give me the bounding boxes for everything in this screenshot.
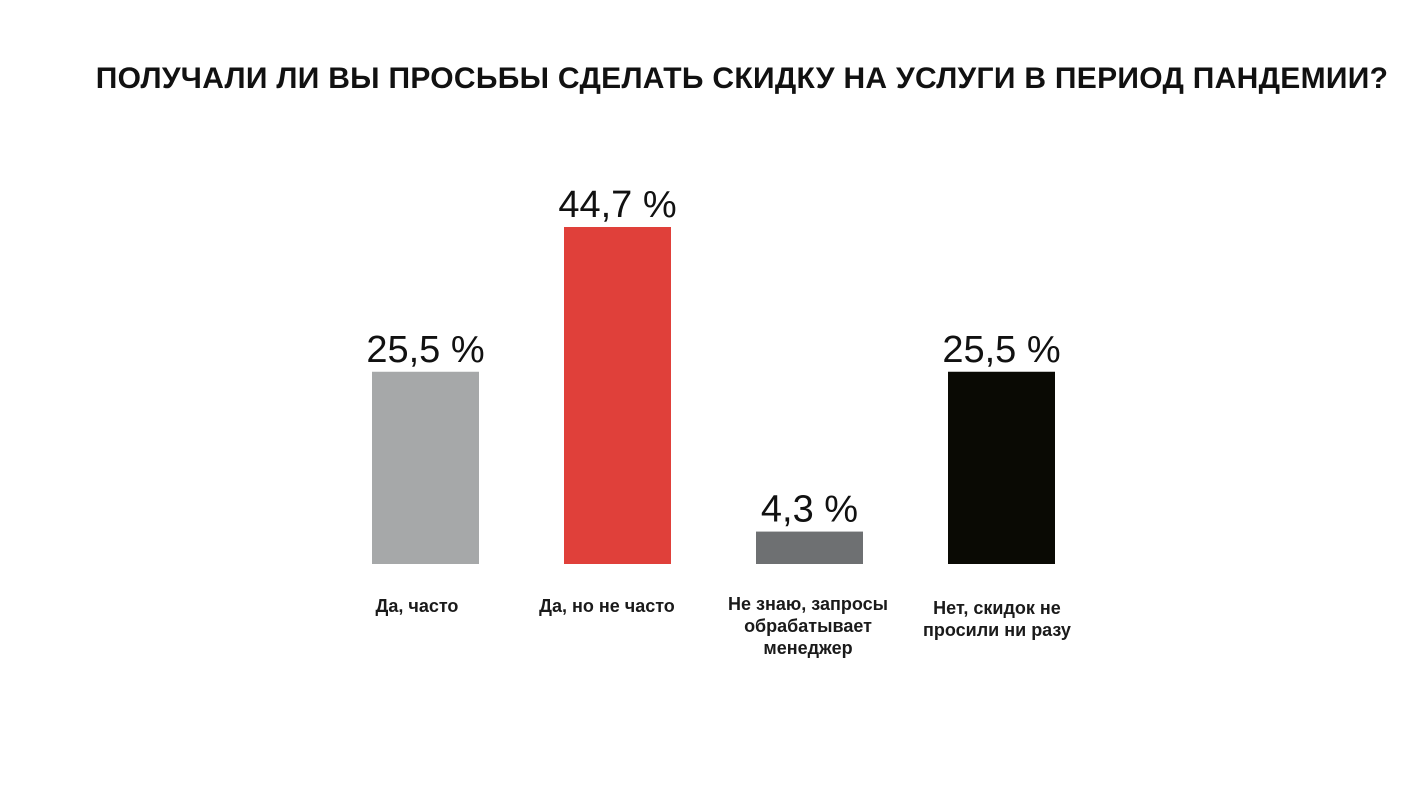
value-label-ne-znayu: 4,3 % <box>761 489 858 531</box>
category-label-net-skidok: Нет, скидок не просили ни разу <box>923 598 1071 640</box>
value-label-da-no-ne-chasto: 44,7 % <box>558 184 676 226</box>
bar-ne-znayu <box>756 531 863 564</box>
category-label-da-no-ne-chasto: Да, но не часто <box>539 596 675 616</box>
category-label-da-chasto: Да, часто <box>375 596 459 616</box>
chart-title: ПОЛУЧАЛИ ЛИ ВЫ ПРОСЬБЫ СДЕЛАТЬ СКИДКУ НА… <box>95 62 1389 95</box>
bar-da-no-ne-chasto <box>564 227 671 564</box>
category-label-ne-znayu: Не знаю, запросы обрабатывает менеджер <box>728 594 888 658</box>
bar-da-chasto <box>372 371 479 564</box>
value-label-net-skidok: 25,5 % <box>942 329 1060 371</box>
value-label-da-chasto: 25,5 % <box>366 329 484 371</box>
bar-net-skidok <box>948 371 1055 564</box>
